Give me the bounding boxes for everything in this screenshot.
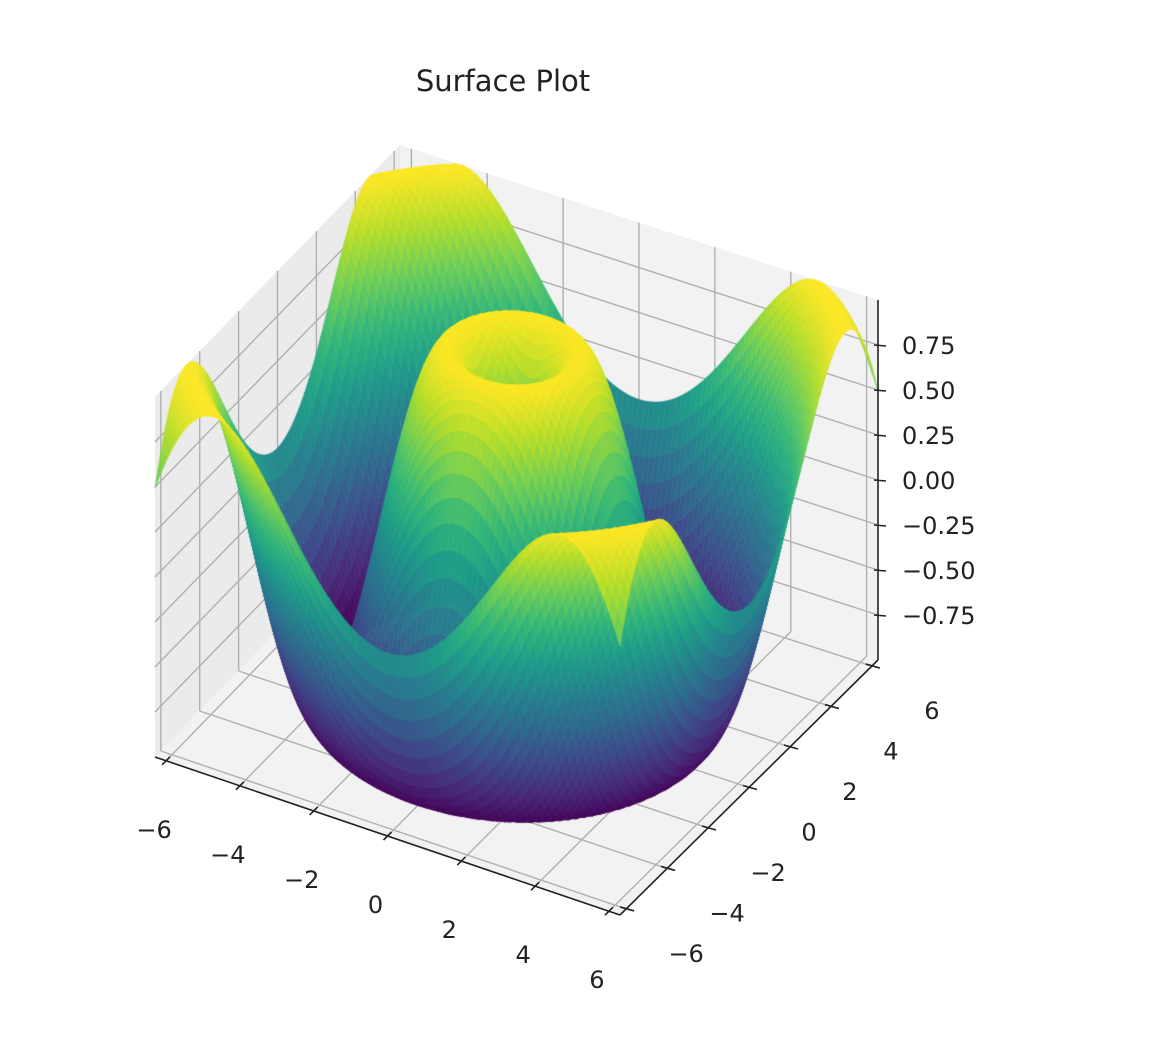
z-tick xyxy=(873,614,887,617)
y-tick xyxy=(742,784,758,791)
x-tick-label: −4 xyxy=(210,841,245,869)
z-tick xyxy=(873,344,887,347)
y-tick xyxy=(783,744,799,750)
x-tick xyxy=(382,831,393,841)
y-tick-label: −6 xyxy=(668,940,703,968)
x-tick xyxy=(161,756,171,766)
y-tick-label: 6 xyxy=(924,697,939,725)
y-tick-label: −2 xyxy=(750,859,785,887)
x-tick-label: 2 xyxy=(442,916,457,944)
z-tick-label: 0.25 xyxy=(902,422,955,450)
y-tick xyxy=(660,865,676,872)
x-tick-label: −2 xyxy=(284,866,319,894)
x-tick-label: −6 xyxy=(136,816,171,844)
x-axis: −6 −4 −2 0 2 4 6 xyxy=(136,756,621,994)
z-tick-label: −0.75 xyxy=(902,602,976,630)
z-tick-label: −0.25 xyxy=(902,512,976,540)
y-tick xyxy=(619,906,635,912)
z-tick xyxy=(873,479,887,482)
z-tick-label: 0.00 xyxy=(902,467,955,495)
x-tick xyxy=(530,881,540,891)
x-tick-label: 6 xyxy=(589,966,604,994)
y-tick xyxy=(824,703,840,710)
x-tick xyxy=(235,781,245,791)
z-tick xyxy=(873,389,887,392)
z-tick-label: 0.50 xyxy=(902,377,955,405)
x-tick xyxy=(604,906,614,916)
z-tick-label: 0.75 xyxy=(902,332,955,360)
y-tick xyxy=(701,825,717,831)
x-tick-label: 4 xyxy=(515,941,530,969)
y-tick-label: −4 xyxy=(709,899,744,927)
x-tick-label: 0 xyxy=(368,891,383,919)
y-tick-label: 2 xyxy=(842,778,857,806)
y-tick xyxy=(865,663,881,669)
z-tick-label: −0.50 xyxy=(902,557,976,585)
x-tick xyxy=(456,856,466,866)
z-tick xyxy=(873,569,887,572)
y-tick-label: 4 xyxy=(883,738,898,766)
z-tick xyxy=(873,434,887,437)
y-tick-label: 0 xyxy=(801,819,816,847)
z-tick xyxy=(873,524,887,527)
z-axis: −0.75 −0.50 −0.25 0.00 0.25 0.50 0.75 xyxy=(873,300,976,660)
x-tick xyxy=(309,806,319,816)
